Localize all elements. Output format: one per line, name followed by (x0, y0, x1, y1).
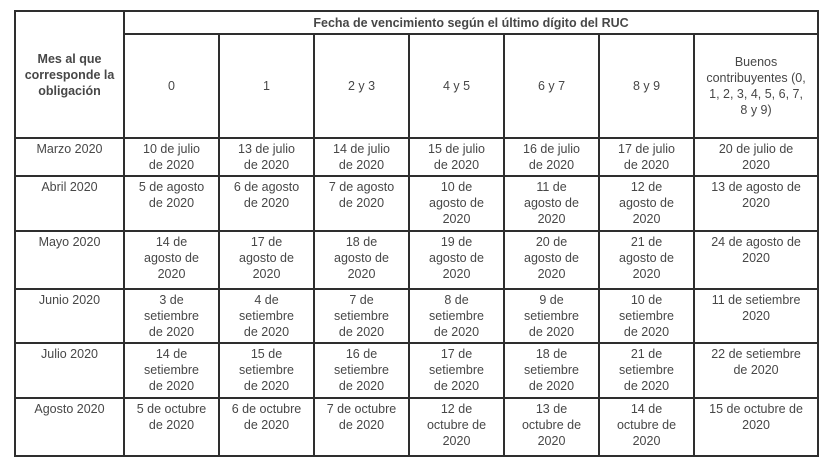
table-row: Julio 2020 14 de setiembre de 2020 15 de… (14, 342, 820, 399)
date-cell: 12 de octubre de 2020 (408, 397, 505, 457)
date-cell: 15 de setiembre de 2020 (218, 342, 315, 399)
month-cell: Abril 2020 (14, 175, 125, 232)
month-cell: Agosto 2020 (14, 397, 125, 457)
date-cell: 18 de setiembre de 2020 (503, 342, 600, 399)
date-cell: 14 de octubre de 2020 (598, 397, 695, 457)
date-cell: 14 de julio de 2020 (313, 137, 410, 177)
date-cell: 22 de setiembre de 2020 (692, 342, 820, 399)
month-cell: Junio 2020 (14, 288, 125, 344)
date-cell: 4 de setiembre de 2020 (218, 288, 315, 344)
date-cell: 10 de setiembre de 2020 (598, 288, 695, 344)
month-cell: Mayo 2020 (14, 230, 125, 290)
date-cell: 16 de setiembre de 2020 (313, 342, 410, 399)
date-cell: 7 de octubre de 2020 (313, 397, 410, 457)
date-cell: 11 de setiembre 2020 (692, 288, 820, 344)
table-row: Mayo 2020 14 de agosto de 2020 17 de ago… (14, 230, 820, 290)
date-cell: 17 de setiembre de 2020 (408, 342, 505, 399)
table-row: Abril 2020 5 de agosto de 2020 6 de agos… (14, 175, 820, 232)
header-row-top: Mes al que corresponde la obligación Fec… (14, 10, 820, 139)
date-cell: 6 de octubre de 2020 (218, 397, 315, 457)
date-cell: 9 de setiembre de 2020 (503, 288, 600, 344)
date-cell: 13 de agosto de 2020 (692, 175, 820, 232)
date-cell: 24 de agosto de 2020 (692, 230, 820, 290)
digit-header-2-3: 2 y 3 (313, 33, 410, 139)
digit-header-4-5: 4 y 5 (408, 33, 505, 139)
month-column-header: Mes al que corresponde la obligación (14, 10, 125, 139)
date-cell: 7 de agosto de 2020 (313, 175, 410, 232)
ruc-due-dates-table: Mes al que corresponde la obligación Fec… (14, 10, 820, 457)
date-cell: 15 de octubre de 2020 (692, 397, 820, 457)
date-cell: 21 de agosto de 2020 (598, 230, 695, 290)
date-cell: 10 de julio de 2020 (123, 137, 220, 177)
date-cell: 13 de octubre de 2020 (503, 397, 600, 457)
date-cell: 14 de setiembre de 2020 (123, 342, 220, 399)
date-cell: 17 de julio de 2020 (598, 137, 695, 177)
month-cell: Julio 2020 (14, 342, 125, 399)
digit-header-buenos-contribuyentes: Buenos contribuyentes (0, 1, 2, 3, 4, 5,… (692, 33, 820, 139)
date-cell: 13 de julio de 2020 (218, 137, 315, 177)
date-cell: 7 de setiembre de 2020 (313, 288, 410, 344)
date-cell: 5 de agosto de 2020 (123, 175, 220, 232)
date-cell: 12 de agosto de 2020 (598, 175, 695, 232)
month-cell: Marzo 2020 (14, 137, 125, 177)
table-row: Junio 2020 3 de setiembre de 2020 4 de s… (14, 288, 820, 344)
table-row: Marzo 2020 10 de julio de 2020 13 de jul… (14, 137, 820, 177)
date-cell: 20 de julio de 2020 (692, 137, 820, 177)
date-cell: 8 de setiembre de 2020 (408, 288, 505, 344)
date-cell: 5 de octubre de 2020 (123, 397, 220, 457)
digit-header-6-7: 6 y 7 (503, 33, 600, 139)
table-row: Agosto 2020 5 de octubre de 2020 6 de oc… (14, 397, 820, 457)
date-cell: 16 de julio de 2020 (503, 137, 600, 177)
date-cell: 15 de julio de 2020 (408, 137, 505, 177)
digit-header-1: 1 (218, 33, 315, 139)
digit-header-0: 0 (123, 33, 220, 139)
span-header: Fecha de vencimiento según el último díg… (122, 10, 820, 35)
date-cell: 11 de agosto de 2020 (503, 175, 600, 232)
digit-header-8-9: 8 y 9 (598, 33, 695, 139)
date-cell: 21 de setiembre de 2020 (598, 342, 695, 399)
date-cell: 17 de agosto de 2020 (218, 230, 315, 290)
date-cell: 10 de agosto de 2020 (408, 175, 505, 232)
date-cell: 20 de agosto de 2020 (503, 230, 600, 290)
header-row-digits: 0 1 2 y 3 4 y 5 6 y 7 8 y 9 Buenos contr… (15, 33, 820, 139)
date-cell: 6 de agosto de 2020 (218, 175, 315, 232)
date-cell: 19 de agosto de 2020 (408, 230, 505, 290)
date-cell: 3 de setiembre de 2020 (123, 288, 220, 344)
date-cell: 14 de agosto de 2020 (123, 230, 220, 290)
date-cell: 18 de agosto de 2020 (313, 230, 410, 290)
